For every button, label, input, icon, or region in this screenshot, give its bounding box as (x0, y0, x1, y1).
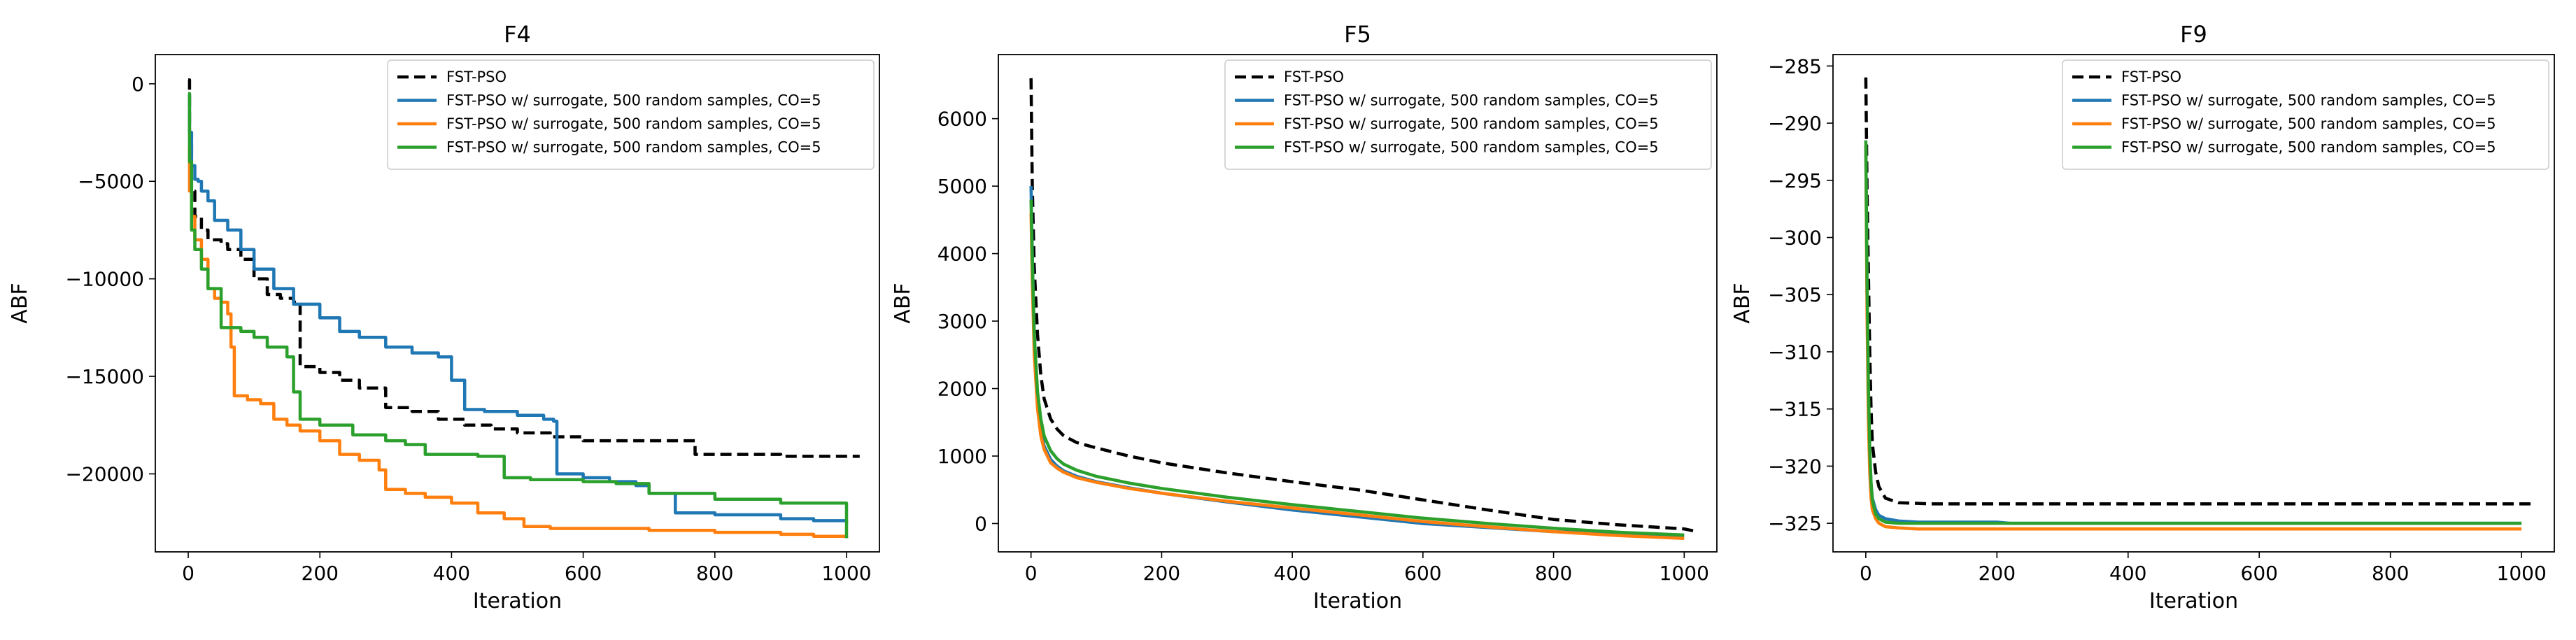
series-line-fst-pso (1029, 78, 1698, 534)
series-line-surrogate-3 (1029, 199, 1685, 537)
y-tick-label: 2000 (937, 378, 987, 401)
plot-frame (155, 54, 880, 553)
chart-panel-f5: F5 0 200 400 600 800 1000 0 1000 2000 3000 4000 5000… (891, 21, 1718, 613)
series-line-surrogate-3 (187, 92, 849, 539)
x-tick-label: 800 (696, 562, 733, 585)
chart-title: F4 (504, 21, 531, 48)
y-tick-label: −5000 (78, 170, 144, 193)
y-tick-label: −20000 (65, 462, 144, 485)
chart-title: F5 (1344, 21, 1371, 48)
x-tick-label: 400 (1273, 562, 1310, 585)
series-line-surrogate-2 (187, 144, 849, 539)
y-tick-label: −310 (1768, 341, 1822, 364)
y-axis-label: ABF (891, 283, 915, 323)
series-line-surrogate-1 (1864, 145, 2522, 525)
y-tick-label: −295 (1768, 169, 1822, 192)
y-tick-label: 6000 (937, 108, 987, 131)
y-tick-label: 4000 (937, 243, 987, 266)
series-line-surrogate-3 (1864, 140, 2522, 525)
chart-title: F9 (2180, 21, 2207, 48)
x-tick-label: 1000 (821, 562, 871, 585)
x-tick-label: 600 (2241, 562, 2278, 585)
y-axis-label: ABF (8, 283, 32, 323)
x-tick-label: 1000 (2497, 562, 2547, 585)
y-tick-label: −290 (1768, 112, 1822, 135)
legend-entry: FST-PSO w/ surrogate, 500 random samples… (1284, 92, 1659, 109)
x-tick-label: 1000 (1659, 562, 1709, 585)
legend-entry: FST-PSO w/ surrogate, 500 random samples… (2121, 92, 2496, 109)
series-line-surrogate-2 (1864, 145, 2522, 531)
x-tick-label: 600 (565, 562, 602, 585)
legend: FST-PSO FST-PSO w/ surrogate, 500 random … (387, 59, 875, 170)
legend-entry: FST-PSO (1284, 69, 1344, 85)
x-tick-label: 800 (2372, 562, 2409, 585)
x-tick-label: 0 (182, 562, 194, 585)
y-tick-label: 1000 (937, 445, 987, 468)
series-line-fst-pso (1864, 77, 2535, 506)
legend-box (2062, 59, 2549, 170)
y-tick-label: −305 (1768, 283, 1822, 306)
y-tick-label: 0 (132, 73, 144, 96)
y-tick-label: −285 (1768, 55, 1822, 78)
plot-frame (1832, 54, 2555, 553)
y-tick-label: −10000 (65, 268, 144, 291)
legend-entry: FST-PSO w/ surrogate, 500 random samples… (446, 115, 821, 132)
chart-panel-f9: F9 0 200 400 600 800 1000 −285 −290 −295 −300 −305 −… (1730, 21, 2555, 613)
x-axis-label: Iteration (2149, 589, 2238, 613)
legend-box (1224, 59, 1712, 170)
series-line-surrogate-1 (187, 92, 849, 523)
chart-panel-f4: F4 0 200 400 600 800 1000 0 −5000 −10000 −15000 −20… (8, 21, 880, 613)
x-tick-label: 800 (1535, 562, 1572, 585)
x-tick-label: 200 (1979, 562, 2016, 585)
x-tick-label: 200 (302, 562, 339, 585)
y-tick-label: 3000 (937, 310, 987, 333)
x-axis-label: Iteration (1313, 589, 1402, 613)
x-tick-label: 0 (1025, 562, 1038, 585)
x-axis-label: Iteration (473, 589, 562, 613)
legend-entry: FST-PSO w/ surrogate, 500 random samples… (446, 92, 821, 109)
legend-entry: FST-PSO w/ surrogate, 500 random samples… (446, 139, 821, 156)
series-line-surrogate-2 (1029, 213, 1685, 540)
legend-entry: FST-PSO (446, 69, 507, 85)
legend: FST-PSO FST-PSO w/ surrogate, 500 random … (2062, 59, 2549, 170)
y-tick-label: −315 (1768, 398, 1822, 421)
x-tick-label: 600 (1404, 562, 1441, 585)
y-tick-label: −15000 (65, 365, 144, 388)
legend: FST-PSO FST-PSO w/ surrogate, 500 random … (1224, 59, 1712, 170)
legend-entry: FST-PSO w/ surrogate, 500 random samples… (2121, 139, 2496, 156)
y-tick-label: −320 (1768, 455, 1822, 478)
y-tick-label: 0 (975, 512, 987, 535)
legend-entry: FST-PSO w/ surrogate, 500 random samples… (1284, 115, 1659, 132)
y-tick-label: −300 (1768, 227, 1822, 250)
x-tick-label: 0 (1860, 562, 1872, 585)
y-tick-label: 5000 (937, 175, 987, 198)
y-axis-label: ABF (1730, 283, 1755, 323)
legend-box (387, 59, 875, 170)
legend-entry: FST-PSO w/ surrogate, 500 random samples… (2121, 115, 2496, 132)
plot-frame (998, 54, 1718, 553)
x-tick-label: 400 (2109, 562, 2146, 585)
x-tick-label: 400 (433, 562, 470, 585)
legend-entry: FST-PSO w/ surrogate, 500 random samples… (1284, 139, 1659, 156)
y-tick-label: −325 (1768, 512, 1822, 535)
x-tick-label: 200 (1143, 562, 1180, 585)
legend-entry: FST-PSO (2121, 69, 2181, 85)
